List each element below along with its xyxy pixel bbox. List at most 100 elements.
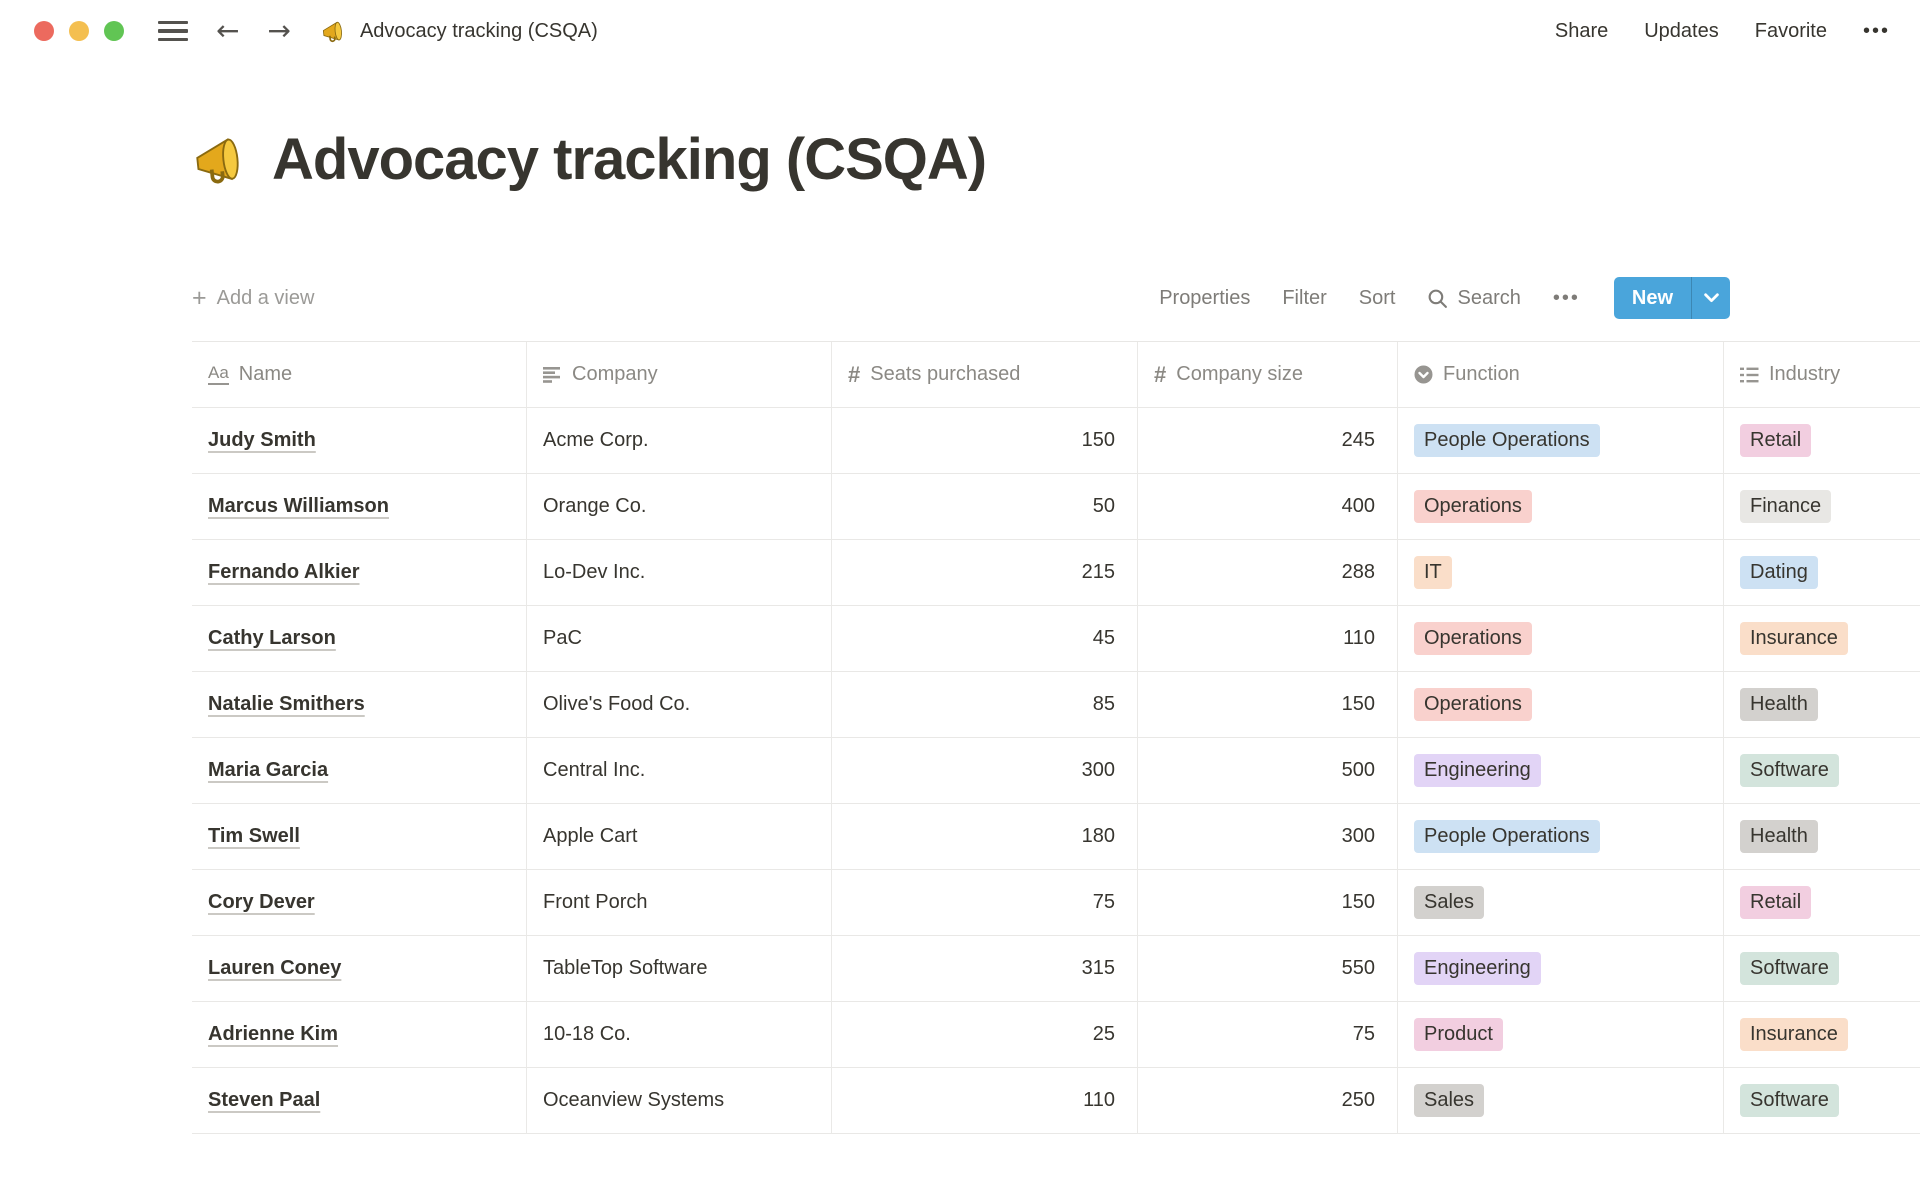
company-cell[interactable]: Apple Cart — [527, 804, 832, 870]
function-tag: Operations — [1414, 490, 1532, 523]
industry-cell[interactable]: Dating — [1724, 540, 1920, 606]
column-header-function[interactable]: Function — [1398, 342, 1724, 408]
seats-purchased-cell[interactable]: 315 — [832, 936, 1138, 1002]
properties-button[interactable]: Properties — [1159, 286, 1251, 309]
function-cell[interactable]: Operations — [1398, 672, 1724, 738]
search-button[interactable]: Search — [1427, 287, 1521, 310]
new-button[interactable]: New — [1631, 286, 1673, 309]
breadcrumb[interactable]: Advocacy tracking (CSQA) — [321, 18, 598, 45]
seats-purchased-cell[interactable]: 180 — [832, 804, 1138, 870]
seats-purchased-cell[interactable]: 110 — [832, 1068, 1138, 1134]
function-cell[interactable]: Operations — [1398, 474, 1724, 540]
name-cell[interactable]: Maria Garcia — [192, 738, 527, 804]
function-cell[interactable]: People Operations — [1398, 408, 1724, 474]
function-cell[interactable]: IT — [1398, 540, 1724, 606]
name-cell[interactable]: Marcus Williamson — [192, 474, 527, 540]
column-header-company-size[interactable]: # Company size — [1138, 342, 1398, 408]
company-cell[interactable]: Acme Corp. — [527, 408, 832, 474]
seats-purchased-cell[interactable]: 215 — [832, 540, 1138, 606]
industry-cell[interactable]: Software — [1724, 738, 1920, 804]
table-row: Fernando Alkier Lo-Dev Inc. 215 288 IT D… — [192, 540, 1920, 606]
view-more-icon[interactable]: ••• — [1552, 286, 1580, 309]
seats-purchased-cell[interactable]: 300 — [832, 738, 1138, 804]
megaphone-icon — [196, 137, 239, 183]
name-cell[interactable]: Adrienne Kim — [192, 1002, 527, 1068]
updates-button[interactable]: Updates — [1644, 19, 1719, 42]
function-cell[interactable]: Operations — [1398, 606, 1724, 672]
company-cell[interactable]: Front Porch — [527, 870, 832, 936]
industry-cell[interactable]: Software — [1724, 1068, 1920, 1134]
company-cell[interactable]: Orange Co. — [527, 474, 832, 540]
function-cell[interactable]: Engineering — [1398, 738, 1724, 804]
industry-cell[interactable]: Retail — [1724, 870, 1920, 936]
column-header-company[interactable]: Company — [527, 342, 832, 408]
name-cell[interactable]: Fernando Alkier — [192, 540, 527, 606]
company-cell[interactable]: Lo-Dev Inc. — [527, 540, 832, 606]
function-cell[interactable]: Sales — [1398, 870, 1724, 936]
industry-cell[interactable]: Retail — [1724, 408, 1920, 474]
seats-purchased-cell[interactable]: 85 — [832, 672, 1138, 738]
name-cell[interactable]: Cathy Larson — [192, 606, 527, 672]
seats-purchased-cell[interactable]: 150 — [832, 408, 1138, 474]
forward-arrow-icon[interactable]: → — [267, 14, 291, 47]
seats-purchased-cell[interactable]: 25 — [832, 1002, 1138, 1068]
function-cell[interactable]: Engineering — [1398, 936, 1724, 1002]
page-title[interactable]: Advocacy tracking (CSQA) — [272, 127, 987, 192]
back-arrow-icon[interactable]: ← — [216, 14, 240, 47]
company-cell[interactable]: Central Inc. — [527, 738, 832, 804]
name-cell[interactable]: Natalie Smithers — [192, 672, 527, 738]
name-cell[interactable]: Tim Swell — [192, 804, 527, 870]
minimize-window-icon[interactable] — [69, 21, 89, 41]
seats-purchased-cell[interactable]: 50 — [832, 474, 1138, 540]
industry-cell[interactable]: Health — [1724, 804, 1920, 870]
seats-purchased-cell[interactable]: 45 — [832, 606, 1138, 672]
company-cell[interactable]: PaC — [527, 606, 832, 672]
column-header-industry[interactable]: Industry — [1724, 342, 1920, 408]
name-cell[interactable]: Lauren Coney — [192, 936, 527, 1002]
company-cell[interactable]: Olive's Food Co. — [527, 672, 832, 738]
column-header-seats-purchased[interactable]: # Seats purchased — [832, 342, 1138, 408]
company-cell[interactable]: Oceanview Systems — [527, 1068, 832, 1134]
company-cell[interactable]: 10-18 Co. — [527, 1002, 832, 1068]
company-size-cell[interactable]: 75 — [1138, 1002, 1398, 1068]
close-window-icon[interactable] — [34, 21, 54, 41]
company-size-cell[interactable]: 400 — [1138, 474, 1398, 540]
column-header-name[interactable]: Aa Name — [192, 342, 527, 408]
add-view-button[interactable]: + Add a view — [192, 285, 314, 311]
name-cell[interactable]: Steven Paal — [192, 1068, 527, 1134]
share-button[interactable]: Share — [1554, 19, 1609, 42]
sort-button[interactable]: Sort — [1358, 286, 1396, 309]
row-name: Lauren Coney — [208, 957, 342, 979]
industry-cell[interactable]: Finance — [1724, 474, 1920, 540]
company-size-cell[interactable]: 150 — [1138, 672, 1398, 738]
company-size-cell[interactable]: 550 — [1138, 936, 1398, 1002]
more-options-icon[interactable]: ••• — [1862, 19, 1890, 42]
seats-purchased-cell[interactable]: 75 — [832, 870, 1138, 936]
row-seats: 50 — [1092, 495, 1115, 517]
row-name: Steven Paal — [208, 1089, 321, 1111]
industry-tag: Retail — [1740, 424, 1812, 457]
function-cell[interactable]: People Operations — [1398, 804, 1724, 870]
industry-cell[interactable]: Health — [1724, 672, 1920, 738]
name-cell[interactable]: Judy Smith — [192, 408, 527, 474]
zoom-window-icon[interactable] — [104, 21, 124, 41]
filter-button[interactable]: Filter — [1282, 286, 1327, 309]
name-cell[interactable]: Cory Dever — [192, 870, 527, 936]
favorite-button[interactable]: Favorite — [1754, 19, 1827, 42]
view-toolbar: + Add a view Properties Filter Sort Sear… — [192, 277, 1730, 319]
company-size-cell[interactable]: 245 — [1138, 408, 1398, 474]
company-size-cell[interactable]: 288 — [1138, 540, 1398, 606]
function-cell[interactable]: Sales — [1398, 1068, 1724, 1134]
company-cell[interactable]: TableTop Software — [527, 936, 832, 1002]
industry-cell[interactable]: Insurance — [1724, 1002, 1920, 1068]
function-cell[interactable]: Product — [1398, 1002, 1724, 1068]
new-dropdown-button[interactable] — [1692, 277, 1730, 319]
menu-icon[interactable] — [158, 20, 188, 42]
industry-cell[interactable]: Software — [1724, 936, 1920, 1002]
company-size-cell[interactable]: 250 — [1138, 1068, 1398, 1134]
industry-cell[interactable]: Insurance — [1724, 606, 1920, 672]
company-size-cell[interactable]: 300 — [1138, 804, 1398, 870]
company-size-cell[interactable]: 110 — [1138, 606, 1398, 672]
company-size-cell[interactable]: 150 — [1138, 870, 1398, 936]
company-size-cell[interactable]: 500 — [1138, 738, 1398, 804]
